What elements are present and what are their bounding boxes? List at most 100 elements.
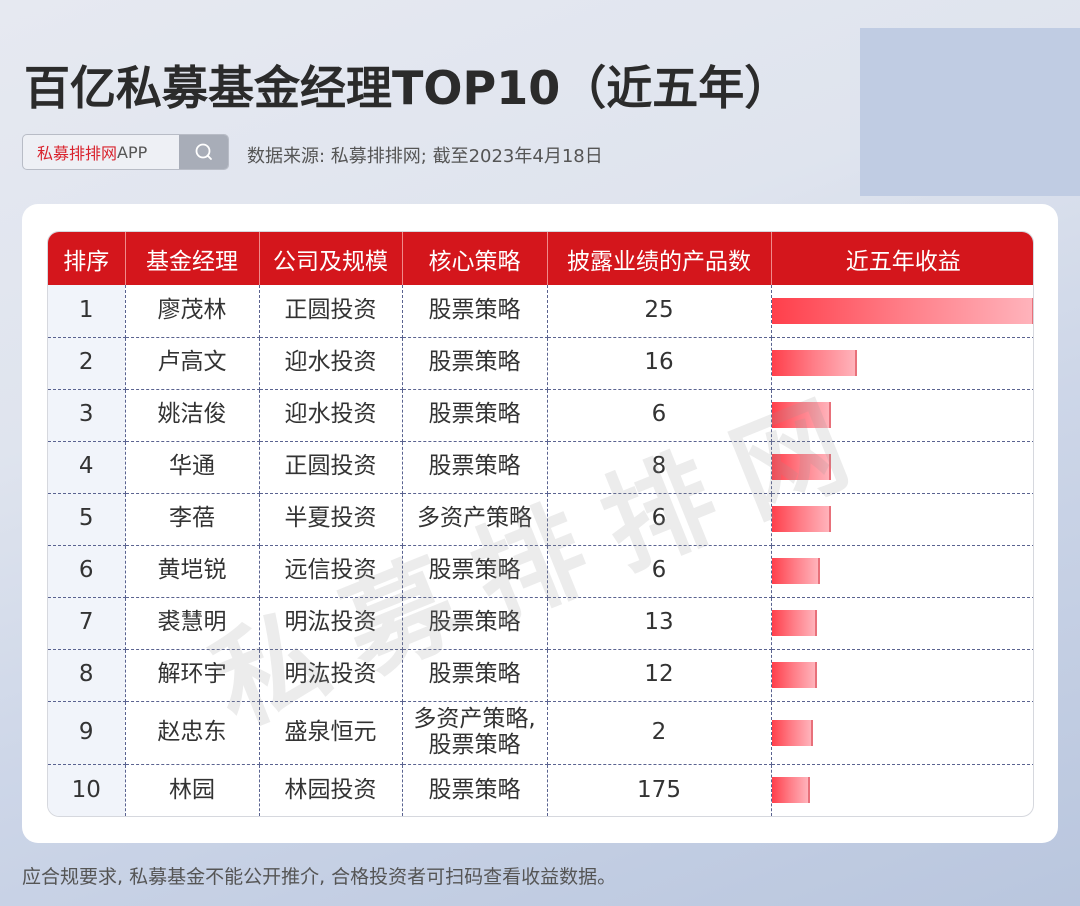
manager-cell: 赵忠东 <box>125 701 260 765</box>
background-panel <box>860 28 1080 196</box>
manager-cell: 卢高文 <box>125 337 260 390</box>
products-cell: 8 <box>547 441 772 494</box>
table-row: 4 华通 正圆投资 股票策略 8 <box>48 441 1033 494</box>
manager-cell: 华通 <box>125 441 260 494</box>
rank-cell: 10 <box>48 764 126 816</box>
col-header-strategy[interactable]: 核心策略 <box>402 232 548 285</box>
return-bar-cell <box>771 493 1033 546</box>
company-cell: 盛泉恒元 <box>259 701 403 765</box>
strategy-cell: 股票策略 <box>402 649 548 702</box>
company-cell: 远信投资 <box>259 545 403 598</box>
return-bar <box>771 402 831 428</box>
manager-cell: 林园 <box>125 764 260 816</box>
return-bar-cell <box>771 649 1033 702</box>
compliance-footer: 应合规要求, 私募基金不能公开推介, 合格投资者可扫码查看收益数据。 <box>22 866 617 888</box>
strategy-cell: 股票策略 <box>402 764 548 816</box>
strategy-cell: 股票策略 <box>402 441 548 494</box>
return-bar <box>771 662 817 688</box>
rank-cell: 4 <box>48 441 126 494</box>
products-cell: 6 <box>547 545 772 598</box>
rank-cell: 2 <box>48 337 126 390</box>
return-bar-cell <box>771 389 1033 442</box>
manager-cell: 姚洁俊 <box>125 389 260 442</box>
strategy-cell: 股票策略 <box>402 337 548 390</box>
table-card: 排序 基金经理 公司及规模 核心策略 披露业绩的产品数 近五年收益 1 廖茂林 正圆… <box>22 204 1058 843</box>
ranking-table-wrap: 排序 基金经理 公司及规模 核心策略 披露业绩的产品数 近五年收益 1 廖茂林 正圆… <box>47 231 1034 817</box>
return-bar <box>771 719 813 746</box>
col-header-return[interactable]: 近五年收益 <box>771 232 1033 285</box>
search-box[interactable]: 私募排排网 APP <box>22 134 229 170</box>
return-bar-cell <box>771 285 1033 338</box>
products-cell: 13 <box>547 597 772 650</box>
table-row: 1 廖茂林 正圆投资 股票策略 25 <box>48 285 1033 338</box>
return-bar-cell <box>771 545 1033 598</box>
company-cell: 正圆投资 <box>259 285 403 338</box>
products-cell: 12 <box>547 649 772 702</box>
strategy-cell: 股票策略 <box>402 389 548 442</box>
rank-cell: 8 <box>48 649 126 702</box>
company-cell: 迎水投资 <box>259 389 403 442</box>
return-bar <box>771 297 1033 324</box>
company-cell: 明汯投资 <box>259 597 403 650</box>
products-cell: 25 <box>547 285 772 338</box>
search-suffix: APP <box>117 142 148 162</box>
company-cell: 迎水投资 <box>259 337 403 390</box>
data-source: 数据来源: 私募排排网; 截至2023年4月18日 <box>247 146 603 167</box>
company-cell: 林园投资 <box>259 764 403 816</box>
return-bar-cell <box>771 764 1033 816</box>
return-bar <box>771 350 857 376</box>
search-brand: 私募排排网 <box>37 144 118 163</box>
strategy-cell: 股票策略 <box>402 597 548 650</box>
search-input[interactable]: 私募排排网 APP <box>23 135 179 169</box>
company-cell: 正圆投资 <box>259 441 403 494</box>
strategy-cell: 多资产策略, 股票策略 <box>402 701 548 765</box>
rank-cell: 3 <box>48 389 126 442</box>
col-header-products[interactable]: 披露业绩的产品数 <box>547 232 772 285</box>
table-row: 6 黄垲锐 远信投资 股票策略 6 <box>48 545 1033 598</box>
products-cell: 2 <box>547 701 772 765</box>
rank-cell: 5 <box>48 493 126 546</box>
table-row: 7 裘慧明 明汯投资 股票策略 13 <box>48 597 1033 650</box>
return-bar <box>771 610 817 636</box>
return-bar-cell <box>771 597 1033 650</box>
table-row: 5 李蓓 半夏投资 多资产策略 6 <box>48 493 1033 546</box>
products-cell: 175 <box>547 764 772 816</box>
ranking-table: 排序 基金经理 公司及规模 核心策略 披露业绩的产品数 近五年收益 1 廖茂林 正圆… <box>48 232 1033 816</box>
products-cell: 16 <box>547 337 772 390</box>
table-row: 10 林园 林园投资 股票策略 175 <box>48 764 1033 816</box>
products-cell: 6 <box>547 493 772 546</box>
company-cell: 明汯投资 <box>259 649 403 702</box>
manager-cell: 裘慧明 <box>125 597 260 650</box>
table-row: 3 姚洁俊 迎水投资 股票策略 6 <box>48 389 1033 442</box>
table-row: 9 赵忠东 盛泉恒元 多资产策略, 股票策略 2 <box>48 701 1033 765</box>
strategy-cell: 多资产策略 <box>402 493 548 546</box>
col-header-rank[interactable]: 排序 <box>48 232 126 285</box>
strategy-cell: 股票策略 <box>402 285 548 338</box>
return-bar <box>771 506 831 532</box>
company-cell: 半夏投资 <box>259 493 403 546</box>
table-header-row: 排序 基金经理 公司及规模 核心策略 披露业绩的产品数 近五年收益 <box>48 232 1033 285</box>
manager-cell: 廖茂林 <box>125 285 260 338</box>
table-row: 8 解环宇 明汯投资 股票策略 12 <box>48 649 1033 702</box>
col-header-manager[interactable]: 基金经理 <box>125 232 260 285</box>
col-header-company[interactable]: 公司及规模 <box>259 232 403 285</box>
return-bar-cell <box>771 441 1033 494</box>
products-cell: 6 <box>547 389 772 442</box>
table-row: 2 卢高文 迎水投资 股票策略 16 <box>48 337 1033 390</box>
rank-cell: 9 <box>48 701 126 765</box>
rank-cell: 1 <box>48 285 126 338</box>
rank-cell: 7 <box>48 597 126 650</box>
manager-cell: 黄垲锐 <box>125 545 260 598</box>
search-icon <box>195 143 212 160</box>
strategy-cell: 股票策略 <box>402 545 548 598</box>
search-button[interactable] <box>179 135 228 169</box>
rank-cell: 6 <box>48 545 126 598</box>
return-bar <box>771 454 831 480</box>
manager-cell: 李蓓 <box>125 493 260 546</box>
return-bar-cell <box>771 337 1033 390</box>
return-bar <box>771 558 820 584</box>
return-bar-cell <box>771 701 1033 765</box>
return-bar <box>771 777 810 804</box>
manager-cell: 解环宇 <box>125 649 260 702</box>
page-title: 百亿私募基金经理TOP10（近五年） <box>24 61 791 115</box>
